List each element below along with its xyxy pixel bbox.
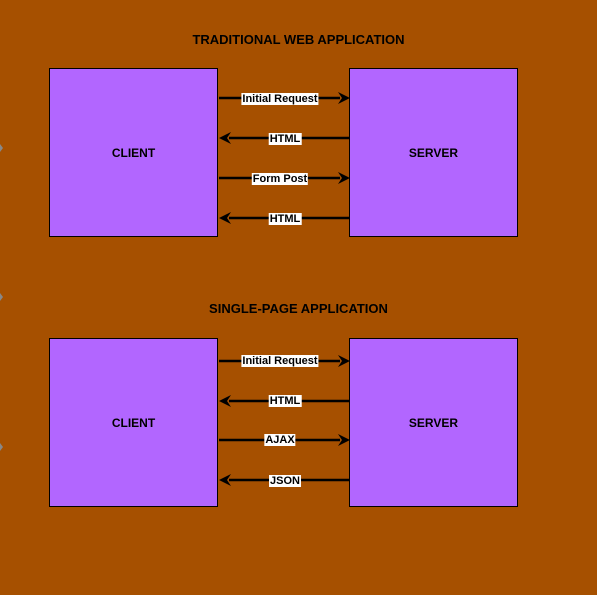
traditional-server-label: SERVER xyxy=(408,145,459,160)
arrow-head xyxy=(219,395,231,407)
spa-server-label: SERVER xyxy=(408,415,459,430)
edge-mark xyxy=(0,443,3,451)
spa-client-label: CLIENT xyxy=(111,415,156,430)
spa-server-box: SERVER xyxy=(349,338,518,507)
traditional-client-label: CLIENT xyxy=(111,145,156,160)
arrow-head xyxy=(219,212,231,224)
traditional-arrow-label-html-2: HTML xyxy=(268,213,302,225)
spa-arrow-label-html: HTML xyxy=(268,395,302,407)
traditional-arrow-label-initial-request: Initial Request xyxy=(241,93,319,105)
arrow-head xyxy=(338,355,350,367)
arrow-head xyxy=(219,474,231,486)
arrow-head xyxy=(338,172,350,184)
spa-client-box: CLIENT xyxy=(49,338,218,507)
edge-mark xyxy=(0,293,3,301)
traditional-web-app-title: TRADITIONAL WEB APPLICATION xyxy=(192,32,405,47)
edge-mark xyxy=(0,144,3,152)
traditional-client-box: CLIENT xyxy=(49,68,218,237)
arrow-head xyxy=(338,92,350,104)
spa-arrow-label-json: JSON xyxy=(269,475,301,487)
spa-arrow-label-ajax: AJAX xyxy=(264,434,296,446)
traditional-server-box: SERVER xyxy=(349,68,518,237)
spa-arrow-label-initial-request: Initial Request xyxy=(241,355,319,367)
traditional-arrow-label-html-1: HTML xyxy=(268,133,302,145)
spa-title: SINGLE-PAGE APPLICATION xyxy=(209,301,388,316)
arrow-head xyxy=(338,434,350,446)
traditional-arrow-label-form-post: Form Post xyxy=(251,173,309,185)
arrow-head xyxy=(219,132,231,144)
